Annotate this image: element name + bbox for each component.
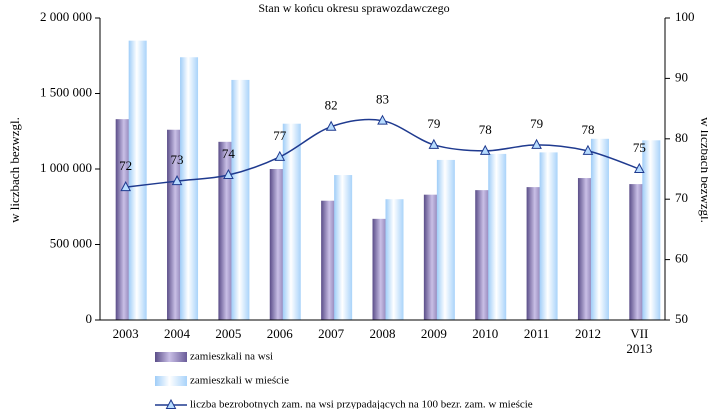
data-label: 72 bbox=[119, 158, 132, 173]
data-label: 79 bbox=[427, 116, 440, 131]
legend-swatch bbox=[155, 352, 187, 362]
chart-title: Stan w końcu okresu sprawozdawczego bbox=[258, 1, 449, 15]
y-tick-label: 1 000 000 bbox=[40, 160, 92, 175]
y-axis-label: w liczbach bezwzgl. bbox=[7, 117, 22, 223]
data-label: 77 bbox=[273, 128, 287, 143]
data-label: 82 bbox=[325, 98, 338, 113]
line-marker bbox=[582, 144, 594, 155]
legend-swatch bbox=[155, 376, 187, 386]
x-tick-label: 2004 bbox=[164, 326, 191, 341]
y2-axis-label: w liczbach bezwzgl. bbox=[698, 117, 708, 223]
y-tick-label: 500 000 bbox=[50, 235, 92, 250]
y2-tick-label: 50 bbox=[675, 311, 688, 326]
bar bbox=[590, 138, 609, 320]
x-tick-label: 2007 bbox=[318, 326, 345, 341]
bar bbox=[128, 40, 147, 321]
legend-label: liczba bezrobotnych zam. na wsi przypada… bbox=[190, 399, 533, 409]
y2-tick-label: 60 bbox=[675, 251, 688, 266]
line-marker bbox=[171, 175, 183, 186]
bar bbox=[642, 140, 661, 320]
line-marker bbox=[274, 150, 286, 161]
y-tick-label: 1 500 000 bbox=[40, 84, 92, 99]
line bbox=[125, 118, 640, 188]
bar bbox=[231, 79, 250, 320]
bar bbox=[180, 57, 199, 320]
x-tick-label: 2010 bbox=[472, 326, 499, 341]
y2-tick-label: 90 bbox=[675, 69, 688, 84]
bar bbox=[334, 175, 353, 320]
bar bbox=[488, 153, 507, 320]
y2-tick-label: 100 bbox=[675, 9, 695, 24]
y2-tick-label: 70 bbox=[675, 190, 688, 205]
x-tick-label: 2012 bbox=[574, 326, 601, 341]
data-label: 73 bbox=[171, 152, 184, 167]
line-marker bbox=[531, 138, 542, 149]
data-label: 83 bbox=[376, 92, 389, 107]
line-marker bbox=[633, 162, 645, 173]
line-marker bbox=[377, 114, 388, 125]
x-tick-label: 2009 bbox=[420, 326, 447, 341]
legend-label: zamieszkali na wsi bbox=[190, 351, 273, 363]
line-marker bbox=[428, 138, 440, 149]
y2-tick-label: 80 bbox=[675, 130, 688, 145]
y-tick-label: 2 000 000 bbox=[40, 9, 92, 24]
x-tick-label: 2003 bbox=[112, 326, 139, 341]
x-tick-label: 2008 bbox=[369, 326, 396, 341]
data-label: 78 bbox=[581, 122, 594, 137]
bar bbox=[436, 159, 455, 320]
line-marker bbox=[120, 181, 132, 192]
data-label: 78 bbox=[479, 122, 492, 137]
legend-label: zamieszkali w mieście bbox=[190, 375, 289, 387]
data-label: 79 bbox=[530, 116, 543, 131]
line-marker bbox=[479, 144, 491, 155]
data-label: 74 bbox=[222, 146, 236, 161]
y-tick-label: 0 bbox=[86, 311, 93, 326]
bar bbox=[282, 123, 301, 320]
line-marker bbox=[223, 168, 234, 180]
bar bbox=[385, 199, 404, 320]
x-tick-label: 2011 bbox=[523, 326, 550, 341]
x-tick-label: VII 2013 bbox=[626, 326, 653, 356]
data-label: 75 bbox=[633, 140, 646, 155]
line-marker bbox=[325, 120, 337, 131]
x-tick-label: 2005 bbox=[215, 326, 242, 341]
bar bbox=[539, 152, 558, 320]
x-tick-label: 2006 bbox=[266, 326, 293, 341]
